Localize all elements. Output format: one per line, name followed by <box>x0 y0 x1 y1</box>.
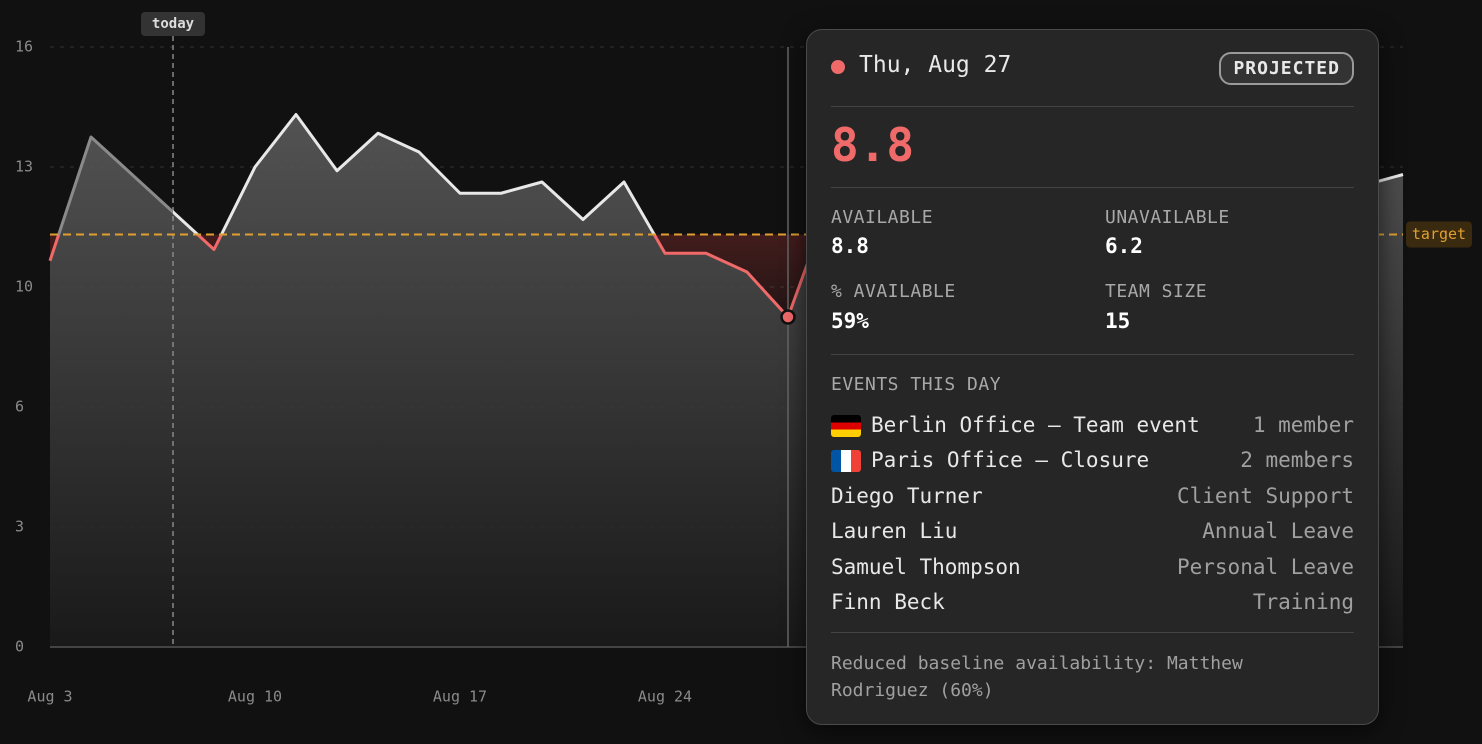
flag-icon <box>831 415 861 437</box>
x-tick-label: Aug 17 <box>433 688 487 706</box>
event-row: Paris Office – Closure 2 members <box>831 445 1354 475</box>
active-point <box>780 309 796 325</box>
status-badge: PROJECTED <box>1219 52 1354 85</box>
flag-icon <box>831 450 861 472</box>
event-row: Finn Beck Training <box>831 587 1354 617</box>
divider <box>831 354 1354 355</box>
event-name-wrap: Paris Office – Closure <box>831 448 1149 472</box>
stat-label: % AVAILABLE <box>831 281 956 302</box>
event-detail: Training <box>1252 590 1354 614</box>
event-row: Berlin Office – Team event 1 member <box>831 410 1354 440</box>
today-label: today <box>152 16 195 32</box>
event-detail: 1 member <box>1252 413 1354 437</box>
stat-value: 59% <box>831 309 869 333</box>
x-tick-label: Aug 10 <box>228 688 282 706</box>
event-detail: Client Support <box>1176 484 1354 508</box>
event-name: Paris Office – Closure <box>871 448 1150 472</box>
stat-label: UNAVAILABLE <box>1105 207 1230 228</box>
y-tick-label: 3 <box>15 518 24 536</box>
event-row: Lauren Liu Annual Leave <box>831 516 1354 546</box>
stat-value: 8.8 <box>831 234 869 258</box>
y-tick-label: 0 <box>15 638 24 656</box>
stat-label: TEAM SIZE <box>1105 281 1208 302</box>
y-tick-label: 16 <box>15 38 33 56</box>
event-detail: Personal Leave <box>1176 555 1354 579</box>
events-title: EVENTS THIS DAY <box>831 374 1002 395</box>
tooltip-note: Reduced baseline availability: Matthew R… <box>831 653 1243 701</box>
y-tick-label: 10 <box>15 278 33 296</box>
target-badge <box>1406 221 1472 248</box>
status-dot <box>831 60 845 74</box>
tooltip-value: 8.8 <box>831 118 915 172</box>
event-name: Diego Turner <box>831 484 983 508</box>
event-name: Finn Beck <box>831 590 945 614</box>
divider <box>831 632 1354 633</box>
line-below-target <box>48 234 820 319</box>
divider <box>831 187 1354 188</box>
event-name: Samuel Thompson <box>831 555 1021 579</box>
event-name-wrap: Berlin Office – Team event <box>831 413 1200 437</box>
stat-value: 15 <box>1105 309 1131 333</box>
event-row: Diego Turner Client Support <box>831 481 1354 511</box>
event-name: Lauren Liu <box>831 519 958 543</box>
stat-label: AVAILABLE <box>831 207 934 228</box>
y-tick-label: 13 <box>15 158 33 176</box>
event-row: Samuel Thompson Personal Leave <box>831 552 1354 582</box>
stat-value: 6.2 <box>1105 234 1143 258</box>
today-badge <box>141 12 205 36</box>
event-detail: Annual Leave <box>1202 519 1354 543</box>
x-tick-label: Aug 3 <box>27 688 72 706</box>
tooltip: Thu, Aug 27 PROJECTED 8.8 AVAILABLE 8.8 … <box>806 29 1379 725</box>
below-target-area <box>50 234 1403 317</box>
x-tick-label: Aug 24 <box>638 688 692 706</box>
event-name: Berlin Office – Team event <box>871 413 1200 437</box>
event-detail: 2 members <box>1240 448 1354 472</box>
target-label: target <box>1412 225 1466 243</box>
y-tick-label: 6 <box>15 398 24 416</box>
divider <box>831 106 1354 107</box>
tooltip-date: Thu, Aug 27 <box>859 52 1012 78</box>
